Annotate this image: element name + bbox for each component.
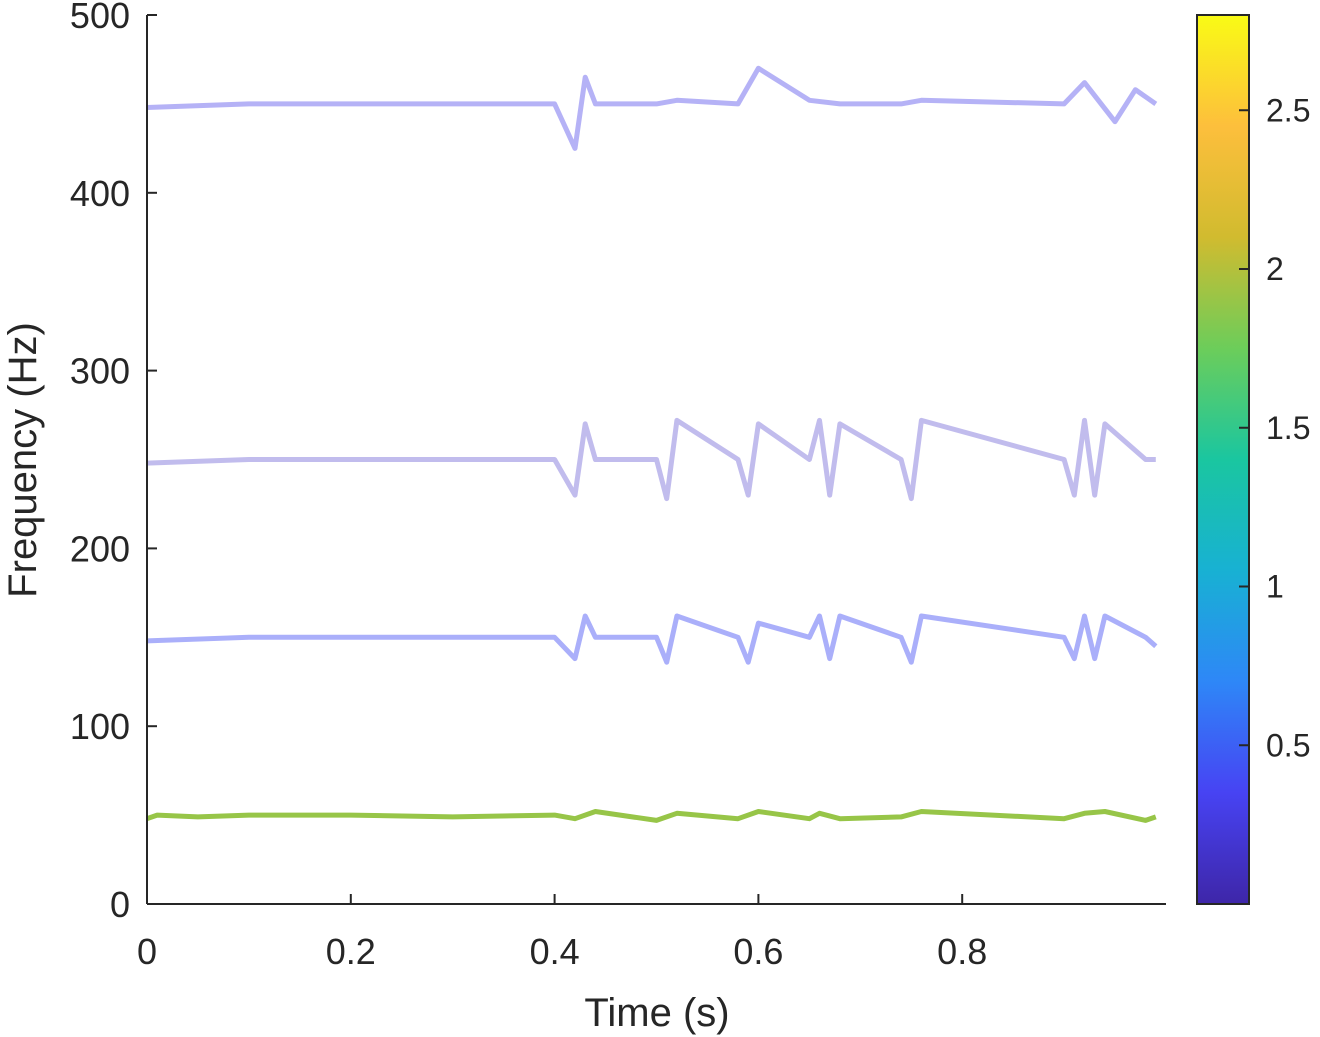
colorbar	[1196, 14, 1250, 905]
colorbar-tick-label: 1.5	[1266, 410, 1310, 446]
colorbar-tick-label: 0.5	[1266, 727, 1310, 763]
colorbar-tick-label: 1	[1266, 569, 1284, 605]
x-axis-title: Time (s)	[584, 991, 729, 1035]
y-tick-label: 500	[70, 0, 130, 36]
series-line-50hz	[147, 809, 1157, 823]
colorbar-tick-label: 2	[1266, 251, 1284, 287]
y-tick-label: 100	[70, 706, 130, 747]
series-line-450hz	[147, 65, 1158, 151]
x-axis-ticks: 0 0.2 0.4 0.6 0.8	[137, 894, 987, 972]
colorbar-ticks: 0.5 1 1.5 2 2.5	[1239, 92, 1310, 763]
series-layer	[147, 65, 1158, 823]
y-tick-label: 300	[70, 351, 130, 392]
x-tick-label: 0.4	[530, 931, 580, 972]
series-line-150hz	[147, 613, 1158, 665]
y-tick-label: 0	[110, 884, 130, 925]
colorbar-tick-label: 2.5	[1266, 92, 1310, 128]
y-tick-label: 400	[70, 173, 130, 214]
x-tick-label: 0.2	[326, 931, 376, 972]
x-tick-label: 0.8	[937, 931, 987, 972]
series-line-250hz	[147, 417, 1156, 502]
x-tick-label: 0	[137, 931, 157, 972]
y-axis-title: Frequency (Hz)	[1, 322, 45, 598]
plot-area	[147, 15, 1166, 904]
y-axis-ticks: 0 100 200 300 400 500	[70, 0, 157, 925]
y-tick-label: 200	[70, 528, 130, 569]
x-tick-label: 0.6	[733, 931, 783, 972]
